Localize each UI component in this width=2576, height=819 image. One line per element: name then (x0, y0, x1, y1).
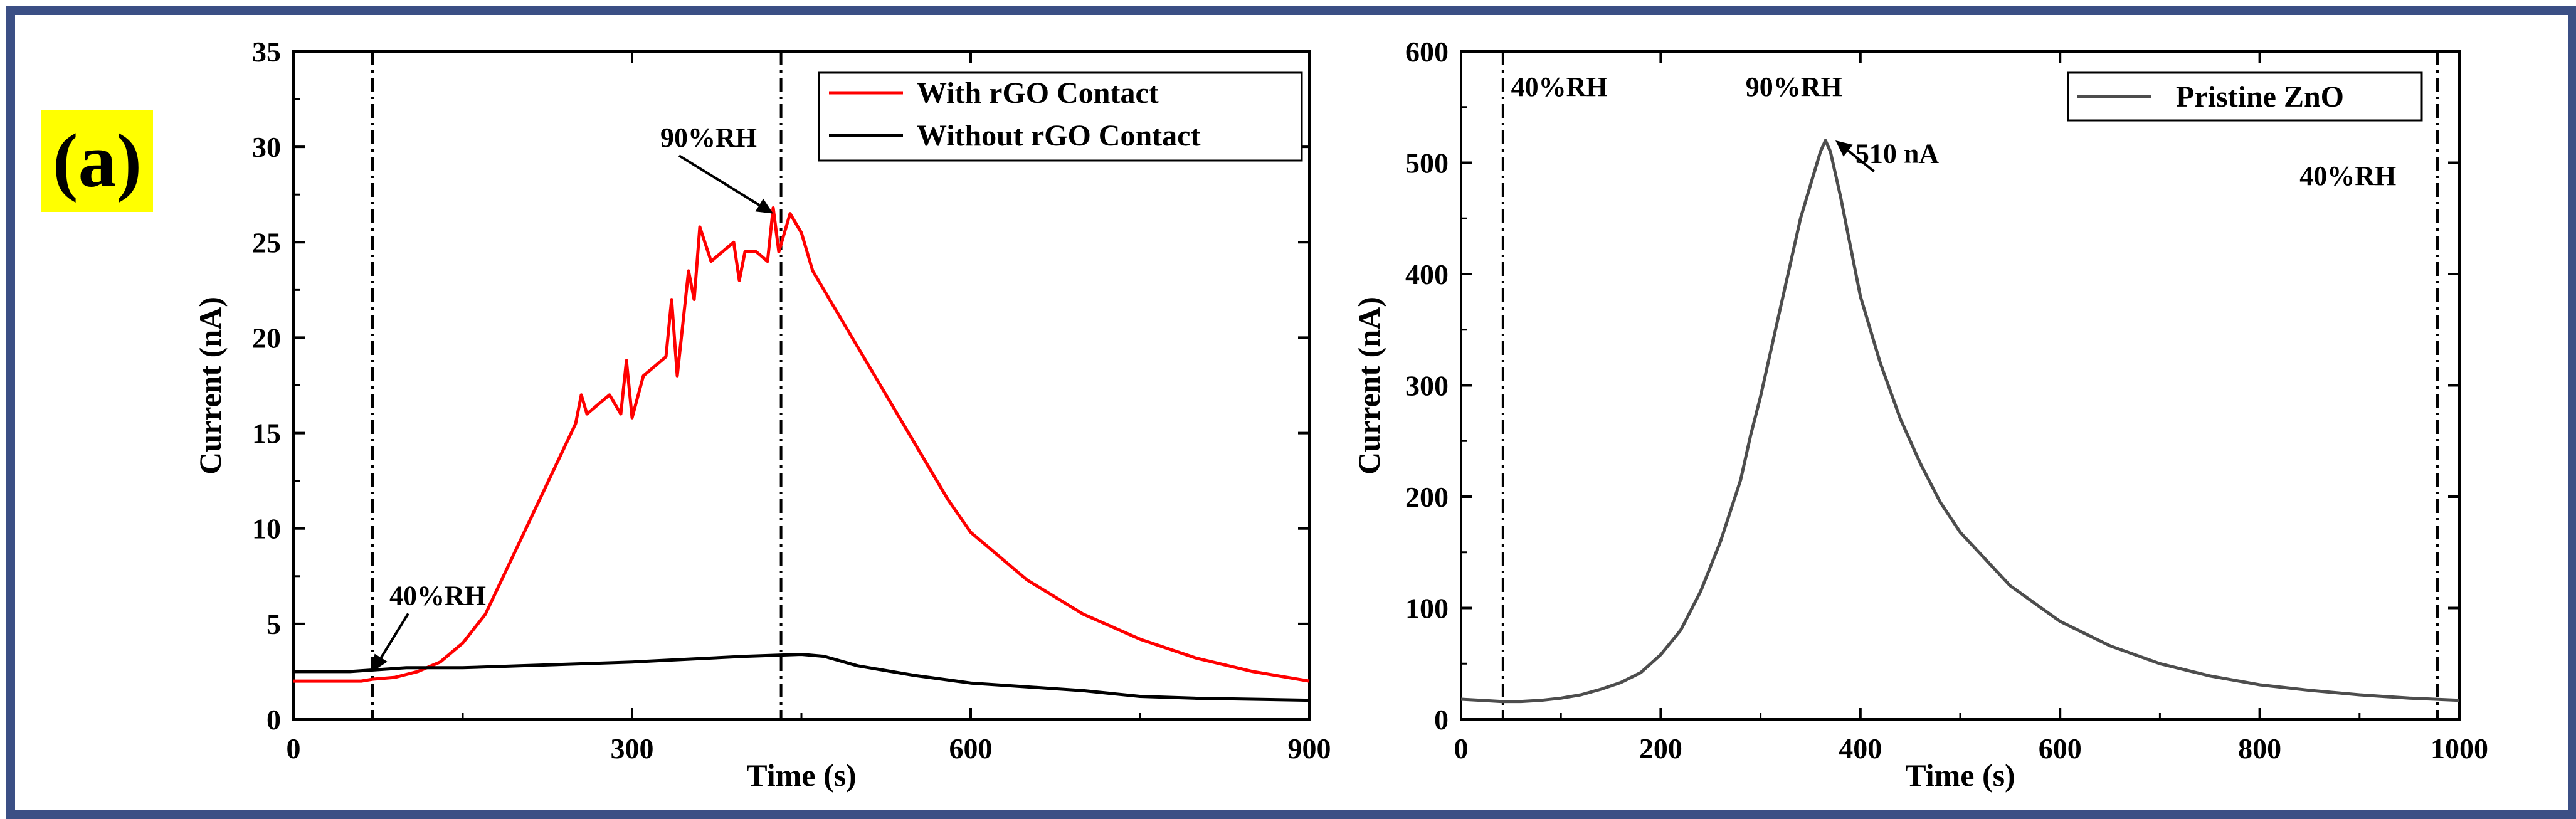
right-annotation-text: 90%RH (1746, 71, 1842, 102)
right-y-tick-label: 100 (1405, 593, 1449, 625)
left-y-tick-label: 30 (252, 131, 281, 163)
left-x-tick-label: 600 (949, 732, 993, 764)
y-axis-label-left: Current (nA) (193, 297, 228, 475)
legend-box-left (818, 71, 1303, 162)
axis-ticks-right: 0 200 400 600 800 1000 0 100 200 300 400 500 600 (1405, 36, 2488, 764)
chart-left: 0 300 600 900 0 5 10 15 20 25 30 35 40%RH 90%RH Time… (193, 36, 1331, 793)
axis-ticks-left: 0 300 600 900 0 5 10 15 20 25 30 35 (252, 36, 1331, 764)
left-x-tick-label: 300 (611, 732, 654, 764)
right-x-tick-label: 200 (1639, 732, 1682, 764)
left-annotation-text: 90%RH (660, 122, 757, 153)
right-annotation-text: 510 nA (1855, 139, 1939, 169)
legend-right: Pristine ZnO (2067, 71, 2423, 122)
annotations-right: 40%RH 90%RH 510 nA 40%RH (1511, 71, 2397, 191)
left-y-tick-label: 20 (252, 322, 281, 354)
left-annotation-arrow (379, 613, 409, 658)
left-y-tick-label: 25 (252, 226, 281, 258)
legend-label-without-rgo: Without rGO Contact (917, 119, 1200, 152)
left-y-tick-label: 5 (267, 608, 281, 640)
left-y-tick-label: 35 (252, 36, 281, 68)
right-annotation-text: 40%RH (2299, 161, 2396, 191)
right-y-tick-label: 200 (1405, 481, 1449, 513)
series-line-pristine-zno (1460, 139, 2460, 704)
y-axis-label-right: Current (nA) (1351, 297, 1386, 475)
left-annotation-arrowhead (372, 653, 388, 672)
left-annotation-text: 40%RH (389, 580, 486, 611)
left-y-tick-label: 15 (252, 418, 281, 450)
right-y-tick-label: 600 (1405, 36, 1449, 68)
right-x-tick-label: 800 (2238, 732, 2281, 764)
chart-right: 0 200 400 600 800 1000 0 100 200 300 400 500 600 40%… (1351, 36, 2488, 793)
x-axis-label-left: Time (s) (746, 758, 856, 793)
right-annotation-arrow (1847, 149, 1876, 173)
left-y-tick-label: 10 (252, 513, 281, 545)
legend-label-pristine-zno: Pristine ZnO (2176, 80, 2344, 114)
legend-left: With rGO Contact Without rGO Contact (818, 71, 1303, 162)
right-annotation-text: 40%RH (1511, 71, 1608, 102)
right-x-tick-label: 600 (2039, 732, 2082, 764)
right-y-tick-label: 400 (1405, 258, 1449, 290)
left-y-tick-label: 0 (267, 704, 281, 736)
annotations-left: 40%RH 90%RH (372, 122, 773, 672)
right-annotation-arrowhead (1835, 140, 1853, 157)
panel-label: (a) (41, 110, 153, 212)
right-x-tick-label: 1000 (2431, 732, 2488, 764)
plot-area-right (1460, 50, 2461, 721)
reference-lines-right (1501, 51, 2439, 719)
x-axis-label-right: Time (s) (1905, 758, 2015, 793)
legend-label-with-rgo: With rGO Contact (917, 77, 1159, 110)
right-x-tick-label: 400 (1839, 732, 1882, 764)
reference-lines-left (371, 51, 783, 719)
right-y-tick-label: 0 (1434, 704, 1449, 736)
left-x-tick-label: 900 (1288, 732, 1331, 764)
left-annotation-arrow (678, 154, 760, 206)
right-x-tick-label: 0 (1454, 732, 1469, 764)
series-left (293, 206, 1310, 702)
left-x-tick-label: 0 (287, 732, 301, 764)
right-y-tick-label: 500 (1405, 147, 1449, 179)
series-line-with-rgo-contact (293, 206, 1310, 683)
right-y-tick-label: 300 (1405, 370, 1449, 402)
series-line-without-rgo-contact (293, 653, 1310, 702)
series-right (1460, 139, 2460, 704)
left-annotation-arrowhead (755, 198, 773, 214)
